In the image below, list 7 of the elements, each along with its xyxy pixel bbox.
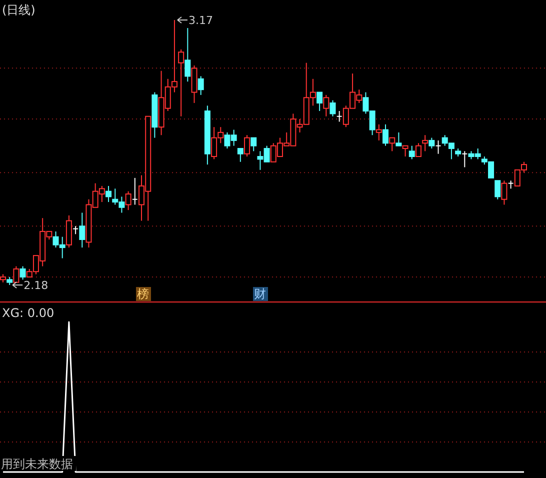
text: 榜 xyxy=(137,287,149,301)
chart-title: (日线) xyxy=(2,3,36,17)
annotation: 3.17 xyxy=(188,14,213,27)
chart-title: XG: 0.00 xyxy=(2,306,54,320)
annotation: 用到未来数据 xyxy=(1,457,73,471)
annotation: 2.18 xyxy=(24,279,48,292)
text: 财 xyxy=(254,287,266,301)
